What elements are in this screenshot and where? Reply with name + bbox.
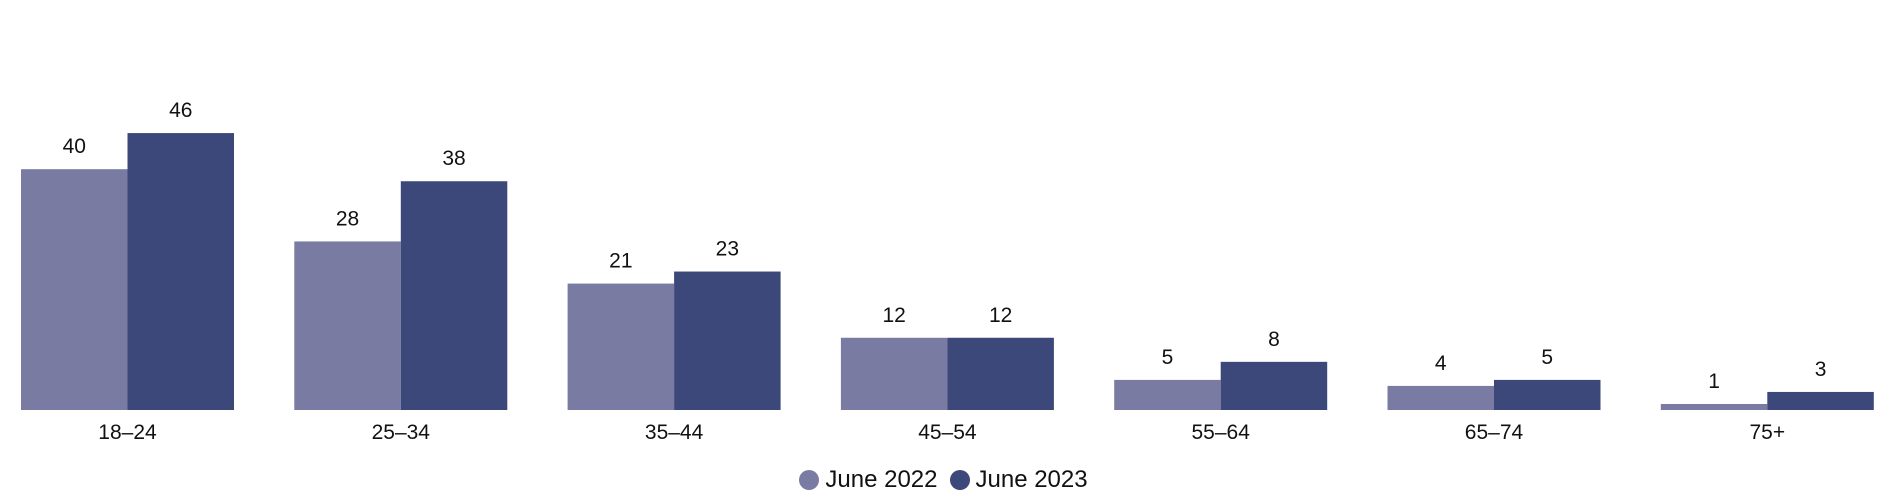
data-label-june-2022-18-24: 40 xyxy=(63,135,86,158)
bar-june-2022-55-64 xyxy=(1114,379,1221,410)
bar-june-2022-65-74 xyxy=(1387,385,1494,410)
bar-june-2022-75 xyxy=(1660,403,1768,410)
data-label-june-2022-65-74: 4 xyxy=(1435,352,1447,375)
legend-label-june-2022: June 2022 xyxy=(825,466,938,493)
bar-june-2023-75 xyxy=(1767,391,1874,410)
x-tick-label-18-24: 18–24 xyxy=(98,421,157,444)
data-label-june-2023-75: 3 xyxy=(1815,358,1827,381)
data-label-june-2022-45-54: 12 xyxy=(882,304,905,327)
bar-june-2023-45-54 xyxy=(947,337,1054,410)
bar-june-2023-35-44 xyxy=(674,271,781,410)
bar-june-2023-18-24 xyxy=(127,133,234,410)
data-label-june-2023-35-44: 23 xyxy=(716,238,739,261)
bar-june-2023-25-34 xyxy=(400,181,508,410)
x-tick-label-75: 75+ xyxy=(1749,421,1785,444)
legend-item-june-2023: June 2023 xyxy=(949,466,1088,494)
data-label-june-2022-75: 1 xyxy=(1708,370,1720,393)
bar-june-2023-65-74 xyxy=(1494,379,1601,410)
x-tick-label-55-64: 55–64 xyxy=(1191,421,1250,444)
bar-june-2023-55-64 xyxy=(1220,361,1328,410)
legend-label-june-2023: June 2023 xyxy=(975,466,1088,493)
legend: June 2022 June 2023 xyxy=(0,466,1887,494)
x-tick-label-65-74: 65–74 xyxy=(1465,421,1524,444)
x-tick-label-35-44: 35–44 xyxy=(645,421,704,444)
data-label-june-2022-35-44: 21 xyxy=(609,250,632,273)
bar-june-2022-18-24 xyxy=(21,169,128,410)
data-label-june-2023-18-24: 46 xyxy=(169,99,192,122)
bar-june-2022-45-54 xyxy=(840,337,948,410)
data-label-june-2023-25-34: 38 xyxy=(442,147,465,170)
data-label-june-2023-45-54: 12 xyxy=(989,304,1012,327)
bar-june-2022-35-44 xyxy=(567,283,675,410)
legend-swatch-june-2022 xyxy=(799,470,820,490)
x-tick-label-25-34: 25–34 xyxy=(372,421,431,444)
x-tick-label-45-54: 45–54 xyxy=(918,421,977,444)
bar-june-2022-25-34 xyxy=(294,241,401,410)
data-label-june-2022-25-34: 28 xyxy=(336,207,359,230)
data-label-june-2023-65-74: 5 xyxy=(1541,346,1553,369)
data-label-june-2022-55-64: 5 xyxy=(1162,346,1174,369)
legend-swatch-june-2023 xyxy=(949,470,970,490)
legend-item-june-2022: June 2022 xyxy=(799,466,938,494)
data-label-june-2023-55-64: 8 xyxy=(1268,328,1280,351)
